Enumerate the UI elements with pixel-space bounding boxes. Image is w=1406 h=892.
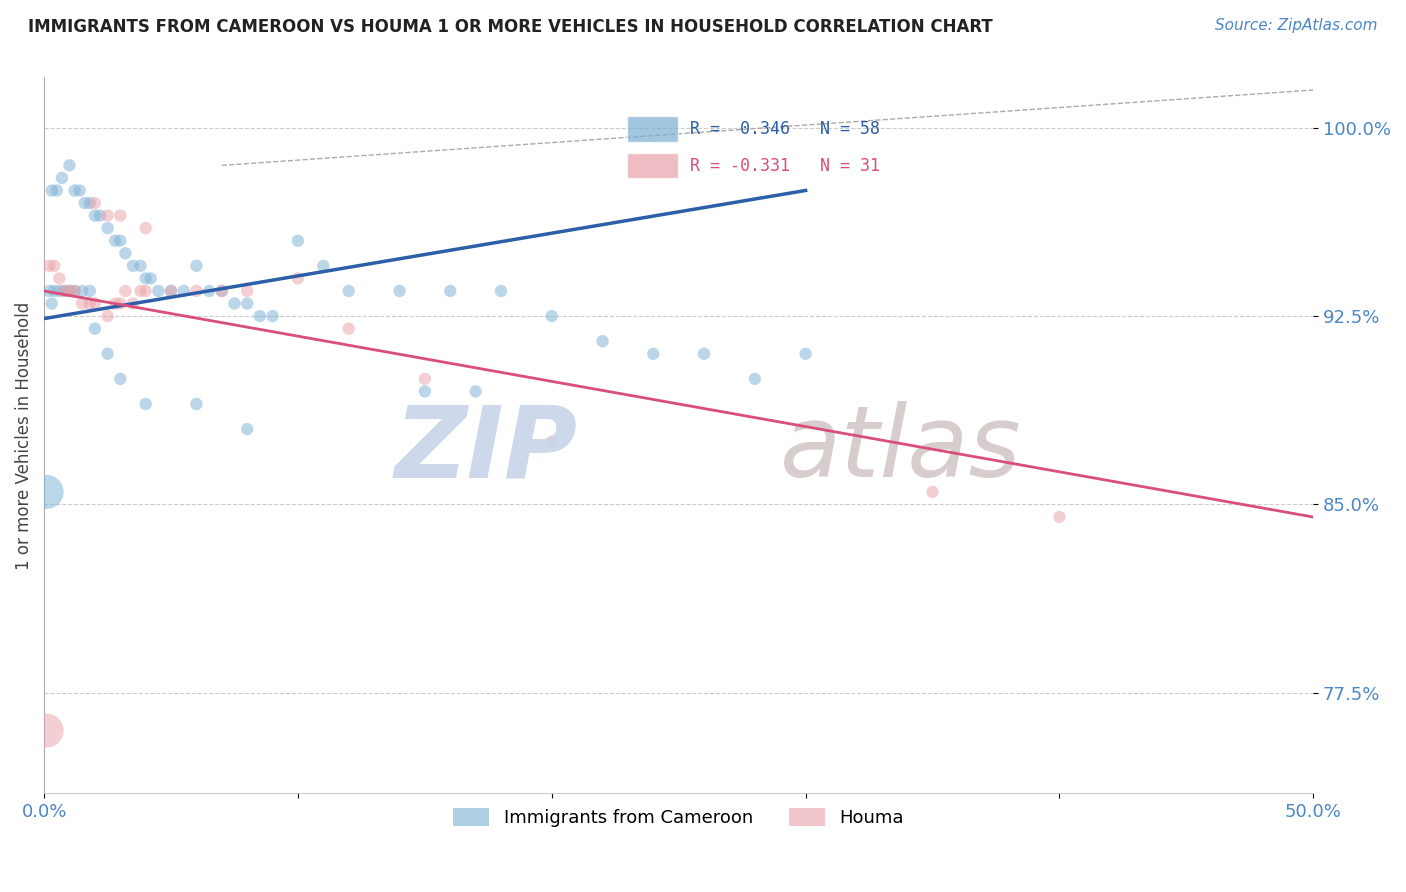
Point <box>83 321 105 335</box>
Point <box>79 284 101 298</box>
Point <box>413 384 436 399</box>
Point <box>592 334 614 349</box>
Point <box>110 372 132 386</box>
Text: Source: ZipAtlas.com: Source: ZipAtlas.com <box>1215 18 1378 33</box>
Point <box>135 397 157 411</box>
Point <box>211 284 233 298</box>
Point <box>35 723 58 738</box>
Point <box>97 221 120 235</box>
Point <box>122 259 145 273</box>
Point <box>148 284 170 298</box>
Point <box>48 271 70 285</box>
Point <box>464 384 486 399</box>
Point <box>921 484 943 499</box>
Point <box>122 296 145 310</box>
Point <box>413 372 436 386</box>
Point <box>186 284 208 298</box>
Point <box>83 209 105 223</box>
Point <box>129 259 152 273</box>
Point <box>160 284 183 298</box>
Point <box>643 347 665 361</box>
Point <box>70 296 93 310</box>
Point <box>53 284 76 298</box>
Point <box>69 184 91 198</box>
Point <box>41 184 63 198</box>
Point <box>97 209 120 223</box>
Point <box>79 196 101 211</box>
Point <box>44 259 66 273</box>
Point <box>97 309 120 323</box>
Text: R =  0.346   N = 58: R = 0.346 N = 58 <box>690 120 880 137</box>
Point <box>135 284 157 298</box>
Point <box>1049 510 1071 524</box>
Point <box>70 284 93 298</box>
Point <box>35 484 58 499</box>
FancyBboxPatch shape <box>627 153 678 178</box>
Point <box>489 284 512 298</box>
Point <box>198 284 221 298</box>
Point <box>104 296 127 310</box>
Text: atlas: atlas <box>780 401 1022 499</box>
Point <box>262 309 284 323</box>
Point <box>287 271 309 285</box>
Text: IMMIGRANTS FROM CAMEROON VS HOUMA 1 OR MORE VEHICLES IN HOUSEHOLD CORRELATION CH: IMMIGRANTS FROM CAMEROON VS HOUMA 1 OR M… <box>28 18 993 36</box>
Point <box>63 184 86 198</box>
Point <box>63 284 86 298</box>
Point <box>160 284 183 298</box>
Point <box>693 347 716 361</box>
Point <box>83 296 105 310</box>
Point <box>173 284 195 298</box>
Point <box>110 209 132 223</box>
Point <box>44 284 66 298</box>
Point <box>53 284 76 298</box>
Point <box>135 221 157 235</box>
Point <box>337 321 360 335</box>
Point <box>794 347 817 361</box>
Point <box>83 196 105 211</box>
Point <box>79 296 101 310</box>
Point <box>104 234 127 248</box>
Text: ZIP: ZIP <box>394 401 576 499</box>
Point <box>249 309 271 323</box>
Point <box>135 271 157 285</box>
Point <box>110 296 132 310</box>
Point <box>224 296 246 310</box>
Point <box>63 284 86 298</box>
Point <box>312 259 335 273</box>
Point <box>287 234 309 248</box>
Point <box>45 184 67 198</box>
Point <box>540 434 562 449</box>
Point <box>337 284 360 298</box>
Point <box>129 284 152 298</box>
Text: R = -0.331   N = 31: R = -0.331 N = 31 <box>690 157 880 175</box>
Point <box>540 309 562 323</box>
Point <box>58 284 80 298</box>
Point <box>236 284 259 298</box>
Point <box>114 284 136 298</box>
Point <box>236 296 259 310</box>
Legend: Immigrants from Cameroon, Houma: Immigrants from Cameroon, Houma <box>446 801 911 834</box>
Point <box>58 284 80 298</box>
Point <box>38 259 60 273</box>
Point <box>51 170 73 185</box>
Y-axis label: 1 or more Vehicles in Household: 1 or more Vehicles in Household <box>15 301 32 569</box>
Point <box>114 246 136 260</box>
Point <box>73 196 96 211</box>
Point <box>97 347 120 361</box>
Point <box>58 158 80 172</box>
Point <box>236 422 259 436</box>
Point <box>439 284 461 298</box>
Point <box>48 284 70 298</box>
Point <box>211 284 233 298</box>
Point <box>186 259 208 273</box>
Point <box>41 296 63 310</box>
Point <box>110 234 132 248</box>
Point <box>744 372 766 386</box>
Point <box>388 284 411 298</box>
Point <box>89 209 111 223</box>
Point <box>38 284 60 298</box>
Point <box>186 397 208 411</box>
Point <box>139 271 162 285</box>
FancyBboxPatch shape <box>627 116 678 142</box>
